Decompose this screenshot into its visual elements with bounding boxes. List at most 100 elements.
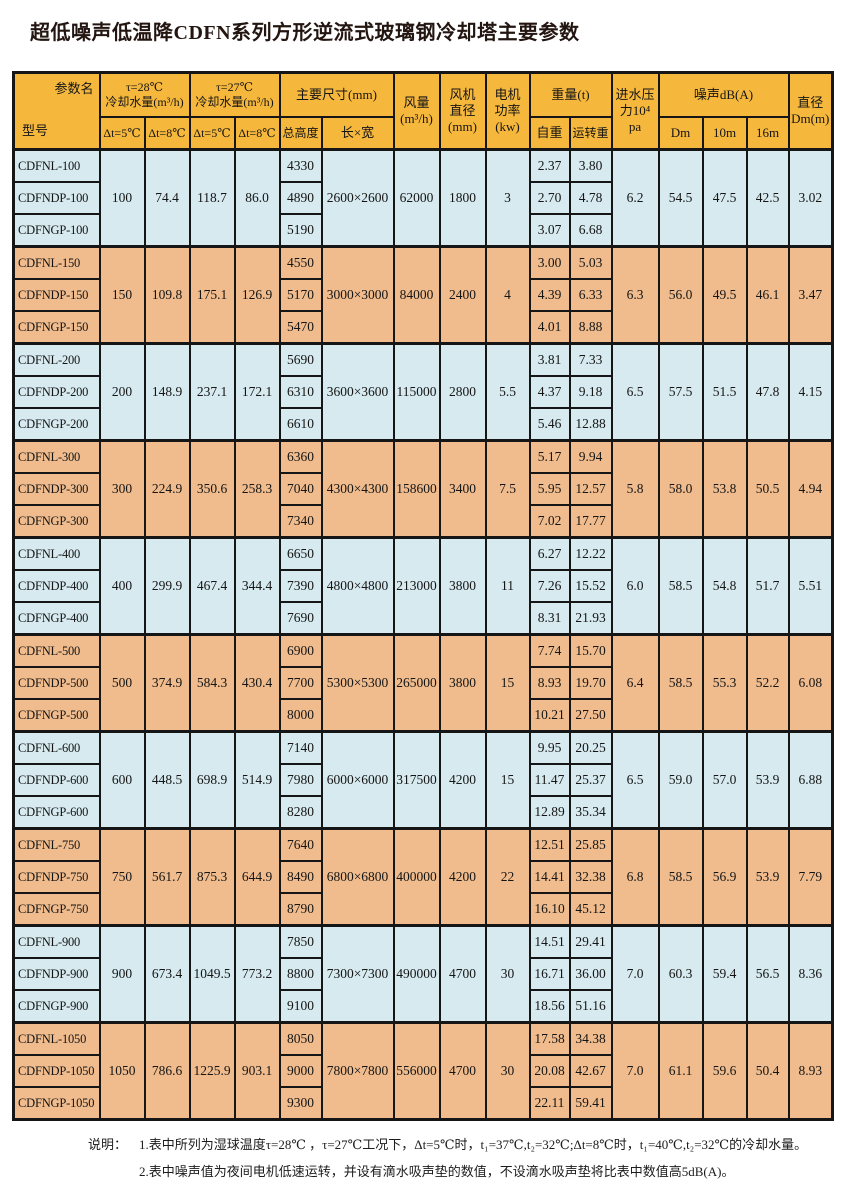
total-height-cell: 7690 — [278, 601, 323, 636]
total-height-cell: 7850 — [278, 924, 323, 959]
capacity-cell: 224.9 — [143, 439, 191, 539]
noise-10m-cell: 59.4 — [701, 924, 748, 1024]
airflow-cell: 490000 — [392, 924, 441, 1024]
diameter-cell: 5.51 — [787, 536, 834, 636]
self-weight-cell: 6.27 — [528, 536, 571, 571]
capacity-cell: 448.5 — [143, 730, 191, 830]
header-motor-power: 电机 功率 (kw) — [484, 71, 531, 151]
running-weight-cell: 9.94 — [568, 439, 613, 474]
inlet-pressure-cell: 6.2 — [610, 148, 660, 248]
noise-16m-cell: 52.2 — [745, 633, 790, 733]
self-weight-cell: 14.41 — [528, 860, 571, 894]
noise-16m-cell: 53.9 — [745, 827, 790, 927]
capacity-cell: 400 — [98, 536, 146, 636]
diameter-cell: 4.94 — [787, 439, 834, 539]
motor-power-cell: 30 — [484, 924, 531, 1024]
inlet-pressure-cell: 6.5 — [610, 730, 660, 830]
airflow-cell: 84000 — [392, 245, 441, 345]
page-title: 超低噪声低温降CDFN系列方形逆流式玻璃钢冷却塔主要参数 — [30, 22, 580, 44]
noise-dm-cell: 57.5 — [657, 342, 704, 442]
page: 超低噪声低温降CDFN系列方形逆流式玻璃钢冷却塔主要参数 参数名 型号 τ=28… — [0, 16, 850, 1179]
running-weight-cell: 8.88 — [568, 310, 613, 345]
total-height-cell: 8490 — [278, 860, 323, 894]
motor-power-cell: 5.5 — [484, 342, 531, 442]
total-height-cell: 8050 — [278, 1021, 323, 1056]
total-height-cell: 7390 — [278, 569, 323, 603]
table-row: CDFNDP-100 4890 2.70 4.78 — [12, 181, 833, 215]
header-total-height: 总高度 — [278, 116, 323, 151]
airflow-cell: 556000 — [392, 1021, 441, 1121]
spec-table: 参数名 型号 τ=28℃ 冷却水量(m³/h) τ=27℃ 冷却水量(m³/h)… — [12, 71, 834, 1121]
total-height-cell: 8000 — [278, 698, 323, 733]
model-cell: CDFNGP-1050 — [12, 1086, 101, 1121]
diameter-cell: 4.15 — [787, 342, 834, 442]
diameter-cell: 7.79 — [787, 827, 834, 927]
noise-10m-cell: 49.5 — [701, 245, 748, 345]
self-weight-cell: 9.95 — [528, 730, 571, 765]
motor-power-cell: 22 — [484, 827, 531, 927]
table-row: CDFNGP-600 8280 12.89 35.34 — [12, 795, 833, 830]
noise-10m-cell: 47.5 — [701, 148, 748, 248]
running-weight-cell: 4.78 — [568, 181, 613, 215]
diameter-cell: 3.47 — [787, 245, 834, 345]
running-weight-cell: 3.80 — [568, 148, 613, 183]
model-cell: CDFNL-900 — [12, 924, 101, 959]
fan-diameter-cell: 3800 — [438, 536, 487, 636]
self-weight-cell: 17.58 — [528, 1021, 571, 1056]
airflow-cell: 400000 — [392, 827, 441, 927]
capacity-cell: 467.4 — [188, 536, 236, 636]
notes-lines: 1.表中所列为湿球温度τ=28℃ ，τ=27℃工况下，Δt=5℃时，t₁=37℃… — [139, 1131, 807, 1185]
capacity-cell: 300 — [98, 439, 146, 539]
fan-diameter-cell: 2800 — [438, 342, 487, 442]
inlet-pressure-cell: 7.0 — [610, 924, 660, 1024]
motor-power-cell: 7.5 — [484, 439, 531, 539]
model-cell: CDFNGP-900 — [12, 989, 101, 1024]
length-width-cell: 6800×6800 — [320, 827, 395, 927]
model-cell: CDFNL-500 — [12, 633, 101, 668]
running-weight-cell: 15.52 — [568, 569, 613, 603]
total-height-cell: 7340 — [278, 504, 323, 539]
self-weight-cell: 12.51 — [528, 827, 571, 862]
noise-dm-cell: 56.0 — [657, 245, 704, 345]
airflow-cell: 62000 — [392, 148, 441, 248]
model-cell: CDFNDP-200 — [12, 375, 101, 409]
running-weight-cell: 25.85 — [568, 827, 613, 862]
airflow-cell: 158600 — [392, 439, 441, 539]
self-weight-cell: 2.70 — [528, 181, 571, 215]
model-cell: CDFNL-300 — [12, 439, 101, 474]
model-cell: CDFNL-400 — [12, 536, 101, 571]
running-weight-cell: 7.33 — [568, 342, 613, 377]
noise-dm-cell: 58.5 — [657, 633, 704, 733]
capacity-cell: 200 — [98, 342, 146, 442]
self-weight-cell: 16.71 — [528, 957, 571, 991]
running-weight-cell: 20.25 — [568, 730, 613, 765]
capacity-cell: 148.9 — [143, 342, 191, 442]
length-width-cell: 3000×3000 — [320, 245, 395, 345]
diameter-cell: 8.36 — [787, 924, 834, 1024]
diameter-cell: 8.93 — [787, 1021, 834, 1121]
model-cell: CDFNGP-400 — [12, 601, 101, 636]
corner-param-label: 参数名 — [54, 81, 94, 96]
self-weight-cell: 4.39 — [528, 278, 571, 312]
noise-16m-cell: 46.1 — [745, 245, 790, 345]
model-cell: CDFNGP-150 — [12, 310, 101, 345]
capacity-cell: 109.8 — [143, 245, 191, 345]
table-row: CDFNDP-200 6310 4.37 9.18 — [12, 375, 833, 409]
running-weight-cell: 15.70 — [568, 633, 613, 668]
noise-10m-cell: 53.8 — [701, 439, 748, 539]
noise-16m-cell: 47.8 — [745, 342, 790, 442]
header-dt5-28: Δt=5℃ — [98, 116, 146, 151]
header-main-dims: 主要尺寸(mm) — [278, 71, 395, 118]
self-weight-cell: 11.47 — [528, 763, 571, 797]
total-height-cell: 9100 — [278, 989, 323, 1024]
self-weight-cell: 14.51 — [528, 924, 571, 959]
model-cell: CDFNL-750 — [12, 827, 101, 862]
table-row: CDFNGP-400 7690 8.31 21.93 — [12, 601, 833, 636]
total-height-cell: 9000 — [278, 1054, 323, 1088]
model-cell: CDFNGP-500 — [12, 698, 101, 733]
table-row: CDFNL-100 100 74.4 118.7 86.0 4330 2600×2600 62… — [12, 148, 834, 248]
corner-header-cell: 参数名 型号 — [12, 71, 101, 151]
total-height-cell: 9300 — [278, 1086, 323, 1121]
running-weight-cell: 34.38 — [568, 1021, 613, 1056]
corner-model-label: 型号 — [22, 122, 49, 138]
